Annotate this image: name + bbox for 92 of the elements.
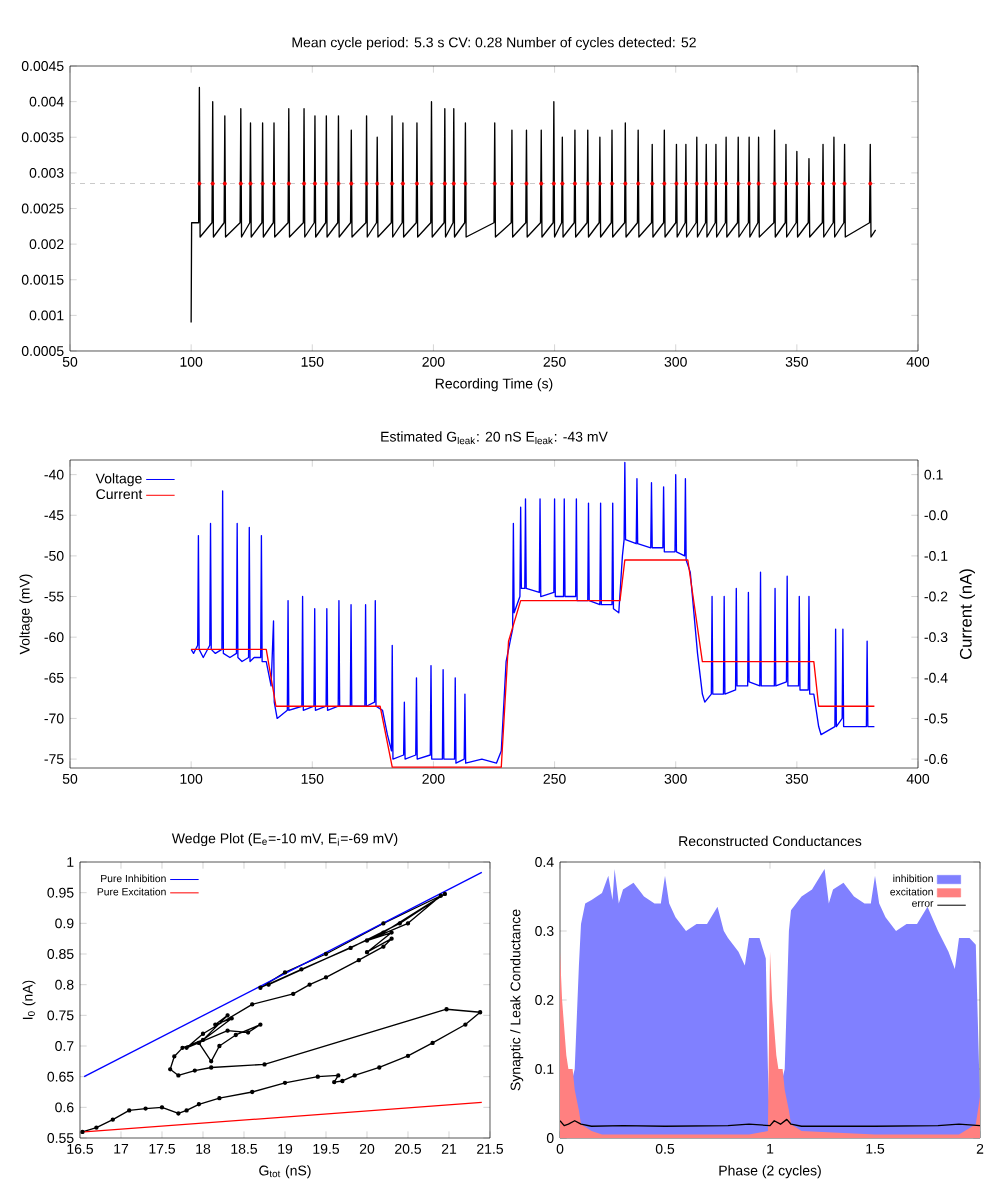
y-tick-label: 0.55 (47, 1133, 74, 1143)
y2-tick-label: -0.6 (924, 754, 948, 765)
y-tick-label: 0.4 (535, 857, 554, 867)
y-tick-label: 0.6 (55, 1102, 74, 1113)
chart-title: Mean cycle period: 5.3 s CV: 0.28 Number of cycles detected: 52 (292, 37, 696, 51)
y-tick-label: 0.002 (29, 239, 64, 250)
x-tick-label: 200 (422, 356, 445, 367)
chart-title: Wedge Plot (E$_{e}$=-10 mV, E$_{i}$=-69 mV) (171, 833, 398, 847)
x-tick-label: 100 (180, 773, 203, 784)
x-tick-label: 300 (664, 773, 687, 784)
y-tick-label: 1 (67, 857, 74, 867)
x-tick-label: 17 (114, 1143, 129, 1154)
y-tick-label: -40 (44, 469, 64, 480)
y-tick-label: -65 (44, 672, 64, 683)
x-tick-label: 18.5 (231, 1143, 258, 1154)
legend-label: Pure Inhibition (101, 874, 166, 883)
y2-tick-label: -0.4 (924, 672, 948, 683)
y-tick-label: 0.003 (29, 167, 64, 178)
legend-label: inhibition (893, 874, 933, 883)
y-tick-label: 0.3 (535, 926, 554, 936)
y-axis-title: Voltage (mV) (19, 574, 33, 655)
x-tick-label: 20.5 (395, 1143, 422, 1154)
x-tick-label: 1 (767, 1143, 774, 1154)
x-tick-label: 50 (62, 356, 78, 367)
y-tick-label: 0.95 (47, 887, 74, 898)
y-tick-label: 0.004 (29, 96, 64, 107)
y-tick-label: -50 (44, 550, 64, 561)
legend-label: Current (96, 489, 143, 500)
y-tick-label: -55 (44, 591, 64, 602)
chart-title: Estimated G$_{leak}$: 20 nS E$_{leak}$: -43 mV (381, 431, 608, 445)
y-tick-label: 0.0035 (21, 132, 64, 143)
y-tick-label: 0.7 (55, 1041, 74, 1051)
x-tick-label: 21 (441, 1143, 457, 1154)
y2-tick-label: -0.3 (924, 632, 948, 643)
y-tick-label: 0.85 (47, 949, 74, 959)
y-tick-label: 0.2 (535, 995, 554, 1005)
y-tick-label: -45 (44, 510, 64, 521)
x-tick-label: 250 (543, 773, 566, 784)
y2-axis-title: Current (nA) (959, 569, 975, 660)
x-tick-label: 17.5 (149, 1143, 176, 1154)
x-tick-label: 400 (906, 773, 930, 784)
x-tick-label: 19.5 (313, 1143, 340, 1154)
y-tick-label: 0.0025 (21, 203, 64, 214)
y2-tick-label: -0.2 (924, 591, 948, 602)
y-tick-label: 0.001 (29, 310, 64, 321)
legend-label: Voltage (95, 473, 142, 487)
y2-tick-label: -0.1 (924, 550, 948, 561)
x-tick-label: 250 (543, 356, 566, 367)
y-axis-title: I$_{0}$ (nA) (22, 980, 36, 1019)
x-tick-label: 18 (196, 1143, 211, 1154)
x-tick-label: 200 (422, 773, 445, 784)
x-tick-label: 2 (976, 1143, 984, 1154)
y-tick-label: 0.0015 (21, 274, 64, 285)
x-tick-label: 21.5 (477, 1143, 504, 1154)
x-tick-label: 16.5 (67, 1143, 94, 1154)
x-tick-label: 0.5 (655, 1143, 675, 1154)
line-series (190, 559, 876, 768)
y-tick-label: -70 (44, 713, 64, 724)
x-axis-title: Phase (2 cycles) (719, 1165, 821, 1179)
x-tick-label: 150 (301, 356, 324, 367)
y-tick-label: 0.9 (55, 918, 74, 929)
x-axis-title: Recording Time (s) (435, 378, 553, 392)
y-tick-label: 0.8 (55, 979, 74, 990)
x-tick-label: 350 (785, 773, 808, 784)
chart-title: Reconstructed Conductances (679, 835, 862, 847)
y-tick-label: 0.65 (47, 1071, 74, 1082)
legend-label: excitation (890, 887, 933, 896)
x-tick-label: 50 (62, 773, 78, 784)
x-tick-label: 100 (180, 356, 203, 367)
x-tick-label: 0 (556, 1143, 564, 1154)
legend-label: Pure Excitation (97, 887, 166, 896)
y-tick-label: 0.0005 (21, 346, 64, 356)
y-tick-label: -60 (44, 632, 64, 643)
x-tick-label: 400 (906, 356, 930, 367)
y-tick-label: 0.1 (535, 1064, 554, 1074)
legend-label: error (912, 901, 934, 907)
y2-tick-label: 0.1 (924, 469, 943, 480)
x-tick-label: 300 (664, 356, 687, 367)
y2-tick-label: -0.5 (924, 713, 948, 724)
x-tick-label: 1.5 (866, 1143, 885, 1154)
x-tick-label: 350 (785, 356, 808, 367)
y-tick-label: 0 (546, 1133, 554, 1143)
y-tick-label: 0.75 (47, 1010, 74, 1021)
x-tick-label: 20 (359, 1143, 375, 1154)
y-axis-title: Synaptic / Leak Conductance (510, 909, 524, 1091)
x-tick-label: 19 (278, 1143, 293, 1154)
y-tick-label: 0.0045 (21, 61, 64, 71)
y2-tick-label: -0.0 (924, 510, 948, 521)
line-series (190, 86, 877, 324)
x-tick-label: 150 (301, 773, 324, 784)
y-tick-label: -75 (44, 754, 64, 764)
x-axis-title: G$_{tot}$ (nS) (259, 1165, 311, 1179)
